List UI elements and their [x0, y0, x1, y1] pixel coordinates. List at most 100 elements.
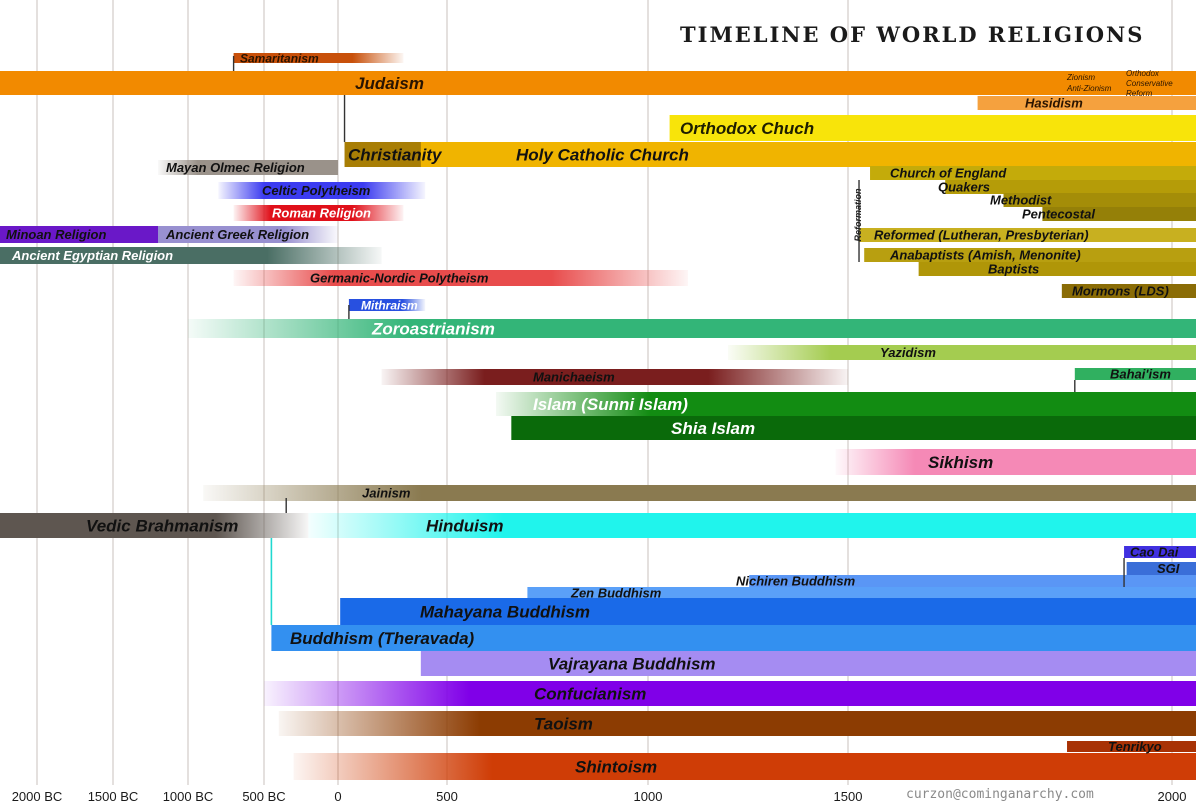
x-tick-label: 2000: [1158, 789, 1187, 804]
label-mormons-lds: Mormons (LDS): [1072, 284, 1169, 299]
bar-shintoism: [293, 753, 1197, 780]
bar-holy-catholic-church: [420, 142, 1197, 167]
bar-germanic-nordic-polytheism: [233, 270, 688, 286]
label-manichaeism: Manichaeism: [533, 370, 615, 385]
label-mithraism: Mithraism: [361, 298, 418, 312]
religion-bars: [0, 53, 1197, 780]
bar-quakers: [945, 180, 1196, 194]
bar-bahai-ism: [1074, 368, 1196, 380]
bar-islam-sunni-islam: [496, 392, 1196, 416]
credit-text: curzon@cominganarchy.com: [906, 787, 1094, 802]
bar-manichaeism: [381, 369, 848, 385]
bar-reformed-lutheran-presbyterian: [859, 228, 1196, 242]
bar-ancient-greek-religion: [158, 226, 338, 243]
label-hasidism: Hasidism: [1025, 96, 1083, 111]
label-yazidism: Yazidism: [880, 345, 936, 360]
bar-ancient-egyptian-religion: [0, 247, 382, 264]
bar-samaritanism: [233, 53, 404, 63]
bar-hasidism: [977, 96, 1196, 110]
x-tick-label: 1500 BC: [88, 789, 139, 804]
label-vajrayana-buddhism: Vajrayana Buddhism: [548, 655, 716, 674]
label-germanic-nordic-polytheism: Germanic-Nordic Polytheism: [310, 271, 489, 286]
bar-vajrayana-buddhism: [420, 651, 1197, 676]
x-tick-label: 500: [436, 789, 458, 804]
bar-zoroastrianism: [188, 319, 1196, 338]
bar-shia-islam: [511, 416, 1196, 440]
judaism-annotation-anti-zionism: Anti-Zionism: [1066, 84, 1112, 93]
label-samaritanism: Samaritanism: [240, 51, 319, 65]
label-zen-buddhism: Zen Buddhism: [570, 586, 662, 601]
bar-nichiren-buddhism: [749, 575, 1196, 587]
bar-mahayana-buddhism: [340, 598, 1196, 625]
label-hinduism: Hinduism: [426, 517, 503, 536]
judaism-annotation-orthodox: Orthodox: [1126, 69, 1160, 78]
label-mahayana-buddhism: Mahayana Buddhism: [420, 603, 590, 622]
bar-taoism: [278, 711, 1196, 736]
label-sikhism: Sikhism: [928, 453, 993, 472]
label-nichiren-buddhism: Nichiren Buddhism: [736, 574, 856, 589]
x-tick-label: 1000: [634, 789, 663, 804]
bar-orthodox-chuch: [669, 115, 1196, 141]
label-ancient-egyptian-religion: Ancient Egyptian Religion: [11, 248, 173, 263]
label-mayan-olmec-religion: Mayan Olmec Religion: [166, 160, 305, 175]
x-axis-ticks: 2000 BC 1500 BC 1000 BC 500 BC 0 500 1000 1500 2…: [12, 789, 1187, 804]
bar-mayan-olmec-religion: [158, 160, 338, 175]
label-minoan-religion: Minoan Religion: [6, 227, 106, 242]
bar-church-of-england: [870, 166, 1196, 180]
bar-roman-religion: [233, 205, 404, 221]
label-buddhism-theravada: Buddhism (Theravada): [290, 629, 475, 648]
label-confucianism: Confucianism: [534, 685, 646, 704]
label-holy-catholic-church: Holy Catholic Church: [516, 146, 689, 165]
judaism-annotation-conservative: Conservative: [1126, 79, 1173, 88]
bar-tenrikyo: [1067, 741, 1196, 752]
judaism-annotation-reform: Reform: [1126, 89, 1153, 98]
reformation-label: Reformation: [853, 188, 863, 242]
bar-baptists: [918, 262, 1196, 276]
bar-yazidism: [728, 345, 1196, 360]
chart-title: TIMELINE OF WORLD RELIGIONS: [680, 22, 1145, 47]
label-baptists: Baptists: [988, 262, 1039, 277]
x-tick-label: 2000 BC: [12, 789, 63, 804]
bar-zen-buddhism: [527, 587, 1196, 599]
bar-methodist: [1003, 193, 1196, 207]
bar-sgi: [1126, 562, 1196, 575]
label-zoroastrianism: Zoroastrianism: [371, 320, 495, 339]
label-church-of-england: Church of England: [890, 166, 1007, 181]
label-reformed-lutheran-presbyterian: Reformed (Lutheran, Presbyterian): [874, 228, 1089, 243]
label-shintoism: Shintoism: [575, 758, 657, 777]
bar-hinduism: [308, 513, 1196, 538]
label-celtic-polytheism: Celtic Polytheism: [262, 183, 371, 198]
judaism-annotation-zionism: Zionism: [1066, 73, 1095, 82]
x-tick-label: 1000 BC: [163, 789, 214, 804]
label-methodist: Methodist: [990, 193, 1052, 208]
label-vedic-brahmanism: Vedic Brahmanism: [86, 517, 238, 536]
x-tick-label: 1500: [834, 789, 863, 804]
bar-confucianism: [264, 681, 1196, 706]
bar-celtic-polytheism: [218, 182, 426, 199]
religion-labels: Samaritanism Judaism Hasidism Orthodox Chuc…: [6, 51, 1180, 776]
label-anabaptists-amish-menonite: Anabaptists (Amish, Menonite): [889, 248, 1081, 263]
label-shia-islam: Shia Islam: [671, 419, 755, 438]
branch-connectors: [232, 56, 1125, 625]
label-cao-dai: Cao Dai: [1130, 545, 1179, 560]
bar-sikhism: [835, 449, 1196, 475]
x-tick-label: 500 BC: [242, 789, 285, 804]
label-jainism: Jainism: [362, 486, 411, 501]
label-quakers: Quakers: [938, 180, 990, 195]
bar-minoan-religion: [0, 226, 188, 243]
label-bahai-ism: Bahai'ism: [1110, 367, 1171, 382]
bar-judaism: [0, 71, 1196, 95]
label-pentecostal: Pentecostal: [1022, 207, 1095, 222]
label-ancient-greek-religion: Ancient Greek Religion: [165, 227, 309, 242]
bar-mithraism: [348, 299, 426, 311]
label-islam-sunni-islam: Islam (Sunni Islam): [533, 395, 688, 414]
label-judaism: Judaism: [355, 74, 424, 93]
bar-mormons-lds: [1061, 284, 1196, 298]
label-christianity: Christianity: [348, 146, 443, 165]
label-taoism: Taoism: [534, 715, 593, 734]
bar-cao-dai: [1124, 546, 1196, 558]
bar-anabaptists-amish-menonite: [864, 248, 1196, 262]
bar-pentecostal: [1042, 207, 1196, 221]
